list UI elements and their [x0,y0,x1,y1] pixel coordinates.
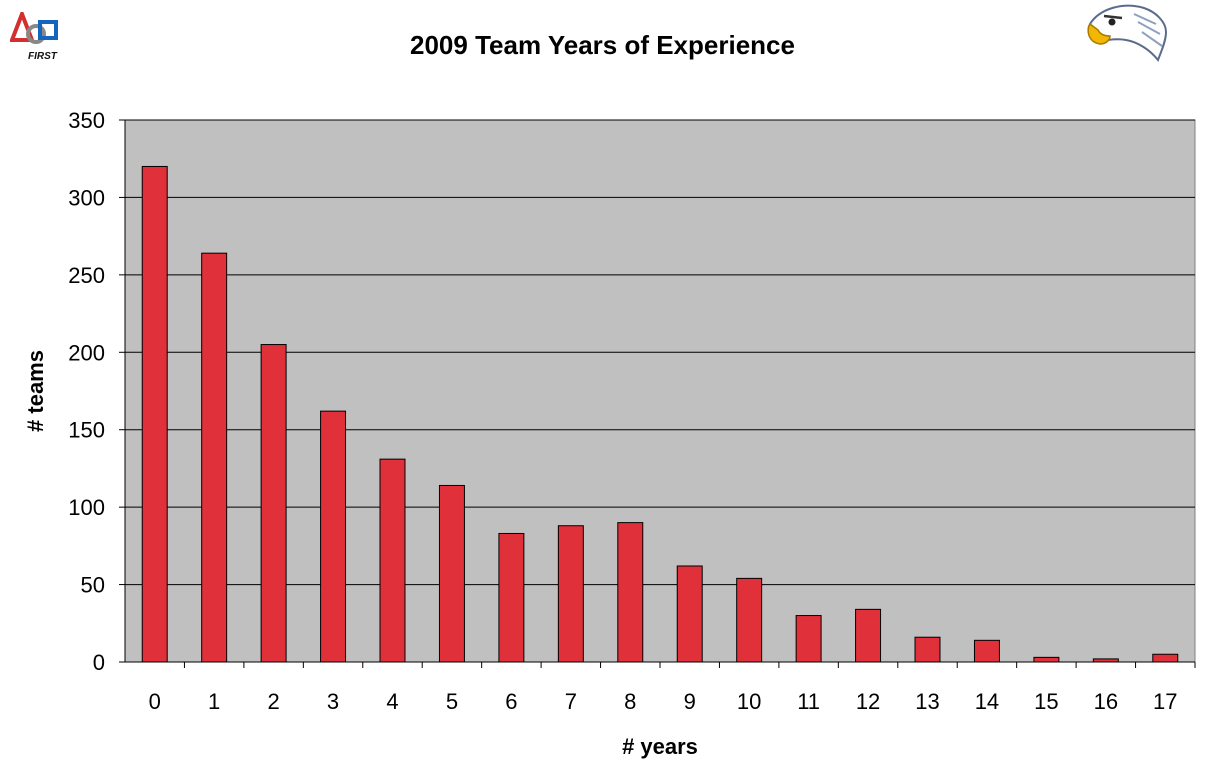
bar-6 [498,532,525,663]
bar-11 [795,615,822,663]
first-logo-text: FIRST [28,51,58,62]
eagle-brow [1103,14,1123,20]
chart-title: 2009 Team Years of Experience [410,30,795,60]
x-axis-title: # years [622,734,698,759]
bar-12 [855,608,882,663]
eagle-logo [1087,4,1168,63]
bar-5 [438,484,465,663]
bar-10 [736,577,763,663]
x-tick-label-12: 12 [856,689,880,714]
first-logo-triangle [10,12,35,42]
bar-1 [201,252,228,663]
x-tick-label-6: 6 [505,689,517,714]
y-tick-label-250: 250 [68,263,105,288]
eagle-eye [1108,18,1116,26]
y-tick-label-50: 50 [81,573,105,598]
first-logo-circle [26,24,46,44]
bar-7 [557,525,584,663]
x-tick-label-15: 15 [1034,689,1058,714]
x-tick-label-16: 16 [1094,689,1118,714]
x-axis-ticks: 0 1 2 3 4 5 6 7 8 9 10 11 12 13 14 15 16 17 [149,662,1196,714]
x-tick-label-7: 7 [565,689,577,714]
bar-14 [973,639,1000,663]
x-tick-label-2: 2 [267,689,279,714]
x-tick-label-11: 11 [797,689,820,714]
first-logo-square [38,20,58,40]
plot-area [124,119,1196,663]
bar-4 [379,458,406,663]
x-tick-label-4: 4 [386,689,398,714]
x-tick-label-10: 10 [737,689,761,714]
y-tick-label-300: 300 [68,185,105,210]
y-tick-label-150: 150 [68,418,105,443]
bar-3 [320,410,347,663]
first-logo: FIRST [10,12,58,62]
y-axis-title: # teams [23,350,48,432]
x-tick-label-5: 5 [446,689,458,714]
x-tick-label-13: 13 [915,689,939,714]
x-tick-label-8: 8 [624,689,636,714]
bar-13 [914,636,941,663]
eagle-beak [1087,22,1111,45]
y-axis-ticks: 0 50 100 150 200 250 300 350 [68,108,125,675]
y-tick-label-200: 200 [68,340,105,365]
bar-15 [1033,656,1060,663]
gridlines [125,119,1195,586]
bar-9 [676,565,703,663]
x-tick-label-17: 17 [1153,689,1177,714]
bar-2 [260,344,287,663]
eagle-feathers [1133,13,1163,47]
x-tick-label-14: 14 [975,689,999,714]
x-tick-label-1: 1 [208,689,220,714]
y-tick-label-0: 0 [93,650,105,675]
x-tick-label-0: 0 [149,689,161,714]
bars [141,165,1179,663]
x-tick-label-9: 9 [684,689,696,714]
bar-8 [617,522,644,663]
y-tick-label-100: 100 [68,495,105,520]
y-tick-label-350: 350 [68,108,105,133]
x-tick-label-3: 3 [327,689,339,714]
bar-0 [141,165,168,663]
bar-17 [1152,653,1179,663]
